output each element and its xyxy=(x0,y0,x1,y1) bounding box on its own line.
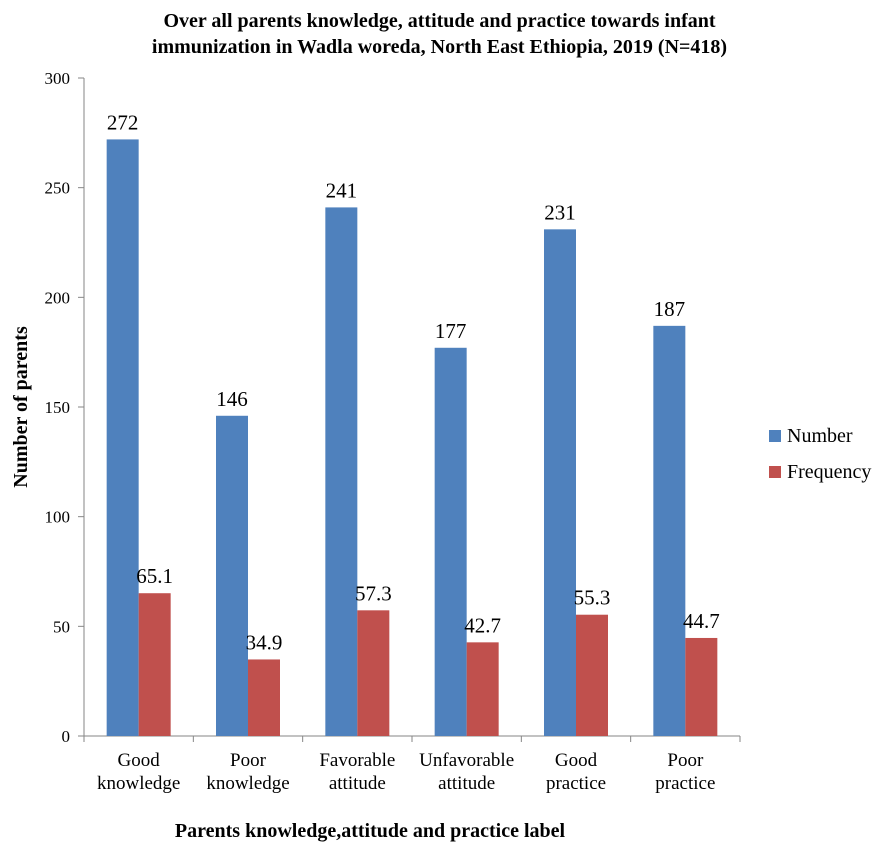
y-tick-label: 150 xyxy=(45,398,71,417)
x-axis-title: Parents knowledge,attitude and practice … xyxy=(175,820,566,842)
y-tick-label: 50 xyxy=(53,617,70,636)
x-tick-label: Unfavorable attitude xyxy=(419,750,514,794)
y-axis-title: Number of parents xyxy=(10,326,32,488)
legend-swatch-frequency xyxy=(769,466,781,478)
x-tick-label-line: Favorable xyxy=(319,750,395,771)
bar-frequency-5 xyxy=(685,637,718,736)
x-tick-label-line: knowledge xyxy=(97,773,180,794)
data-label-number-3: 177 xyxy=(435,319,467,343)
x-tick-label: Good knowledge xyxy=(97,750,180,794)
bar-number-4 xyxy=(544,229,576,736)
legend-label-number: Number xyxy=(787,425,853,447)
y-tick-label: 250 xyxy=(45,179,71,198)
data-label-frequency-5: 44.7 xyxy=(683,609,720,633)
chart-data-labels: 272 65.1 146 34.9 241 57.3 177 42.7 231 55.3 187 44… xyxy=(107,110,720,654)
data-label-frequency-4: 55.3 xyxy=(574,586,611,610)
data-label-frequency-0: 65.1 xyxy=(136,564,173,588)
bar-number-1 xyxy=(216,415,248,736)
chart-title: Over all parents knowledge, attitude and… xyxy=(0,8,879,60)
bar-frequency-1 xyxy=(248,659,280,736)
bar-frequency-3 xyxy=(466,642,499,736)
data-label-frequency-3: 42.7 xyxy=(464,613,501,637)
chart-title-line-2: immunization in Wadla woreda, North East… xyxy=(151,36,728,58)
bar-number-5 xyxy=(653,325,686,736)
legend-label-frequency: Frequency xyxy=(787,461,871,483)
data-label-number-5: 187 xyxy=(654,297,686,321)
bar-frequency-2 xyxy=(357,610,390,736)
data-label-frequency-2: 57.3 xyxy=(355,581,392,605)
x-tick-label-line: attitude xyxy=(438,773,495,794)
data-label-number-1: 146 xyxy=(216,387,248,411)
data-label-frequency-1: 34.9 xyxy=(246,630,283,654)
data-label-number-4: 231 xyxy=(544,200,576,224)
bar-number-0 xyxy=(106,139,139,736)
legend-swatch-number xyxy=(769,430,781,442)
x-tick-label: Poor practice xyxy=(655,750,715,794)
data-label-number-2: 241 xyxy=(326,178,358,202)
y-tick-label: 0 xyxy=(62,727,71,746)
x-tick-label: Favorable attitude xyxy=(319,750,395,794)
x-tick-label: Good practice xyxy=(546,750,606,794)
x-tick-label-line: knowledge xyxy=(206,773,289,794)
chart-bars xyxy=(106,139,718,736)
data-label-number-0: 272 xyxy=(107,110,139,134)
bar-frequency-0 xyxy=(138,593,171,736)
chart-title-line-1: Over all parents knowledge, attitude and… xyxy=(163,10,716,32)
chart-legend: Number Frequency xyxy=(769,425,871,483)
y-tick-label: 200 xyxy=(45,288,71,307)
x-tick-label-line: practice xyxy=(655,773,715,794)
x-tick-label-line: practice xyxy=(546,773,606,794)
y-tick-label: 100 xyxy=(45,508,71,527)
bar-frequency-4 xyxy=(576,614,608,736)
x-tick-label-line: Poor xyxy=(667,750,704,771)
x-tick-label-line: Good xyxy=(555,750,598,771)
x-tick-label-line: Good xyxy=(118,750,161,771)
x-tick-label-line: Unfavorable xyxy=(419,750,514,771)
x-tick-label-line: Poor xyxy=(230,750,267,771)
bar-number-2 xyxy=(325,207,358,736)
y-tick-label: 300 xyxy=(45,69,71,88)
x-tick-label: Poor knowledge xyxy=(206,750,289,794)
x-tick-label-line: attitude xyxy=(329,773,386,794)
bar-number-3 xyxy=(434,347,467,736)
